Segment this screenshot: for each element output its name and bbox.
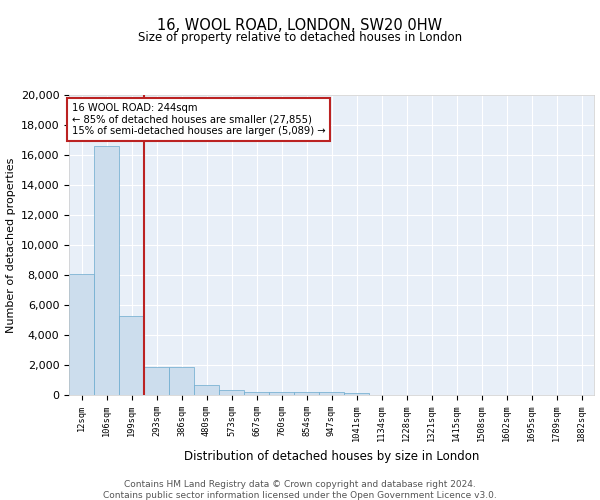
X-axis label: Distribution of detached houses by size in London: Distribution of detached houses by size … <box>184 450 479 463</box>
Bar <box>119 316 144 395</box>
Bar <box>144 367 169 395</box>
Bar <box>94 146 119 395</box>
Text: 16 WOOL ROAD: 244sqm
← 85% of detached houses are smaller (27,855)
15% of semi-d: 16 WOOL ROAD: 244sqm ← 85% of detached h… <box>71 102 325 136</box>
Bar <box>344 393 369 395</box>
Y-axis label: Number of detached properties: Number of detached properties <box>7 158 16 332</box>
Text: Contains HM Land Registry data © Crown copyright and database right 2024.: Contains HM Land Registry data © Crown c… <box>124 480 476 489</box>
Text: Contains public sector information licensed under the Open Government Licence v3: Contains public sector information licen… <box>103 491 497 500</box>
Bar <box>294 392 319 395</box>
Bar <box>319 392 344 395</box>
Bar <box>194 384 219 395</box>
Text: Size of property relative to detached houses in London: Size of property relative to detached ho… <box>138 31 462 44</box>
Bar <box>219 390 244 395</box>
Bar <box>244 392 269 395</box>
Text: 16, WOOL ROAD, LONDON, SW20 0HW: 16, WOOL ROAD, LONDON, SW20 0HW <box>157 18 443 32</box>
Bar <box>269 392 294 395</box>
Bar <box>169 367 194 395</box>
Bar <box>69 274 94 395</box>
